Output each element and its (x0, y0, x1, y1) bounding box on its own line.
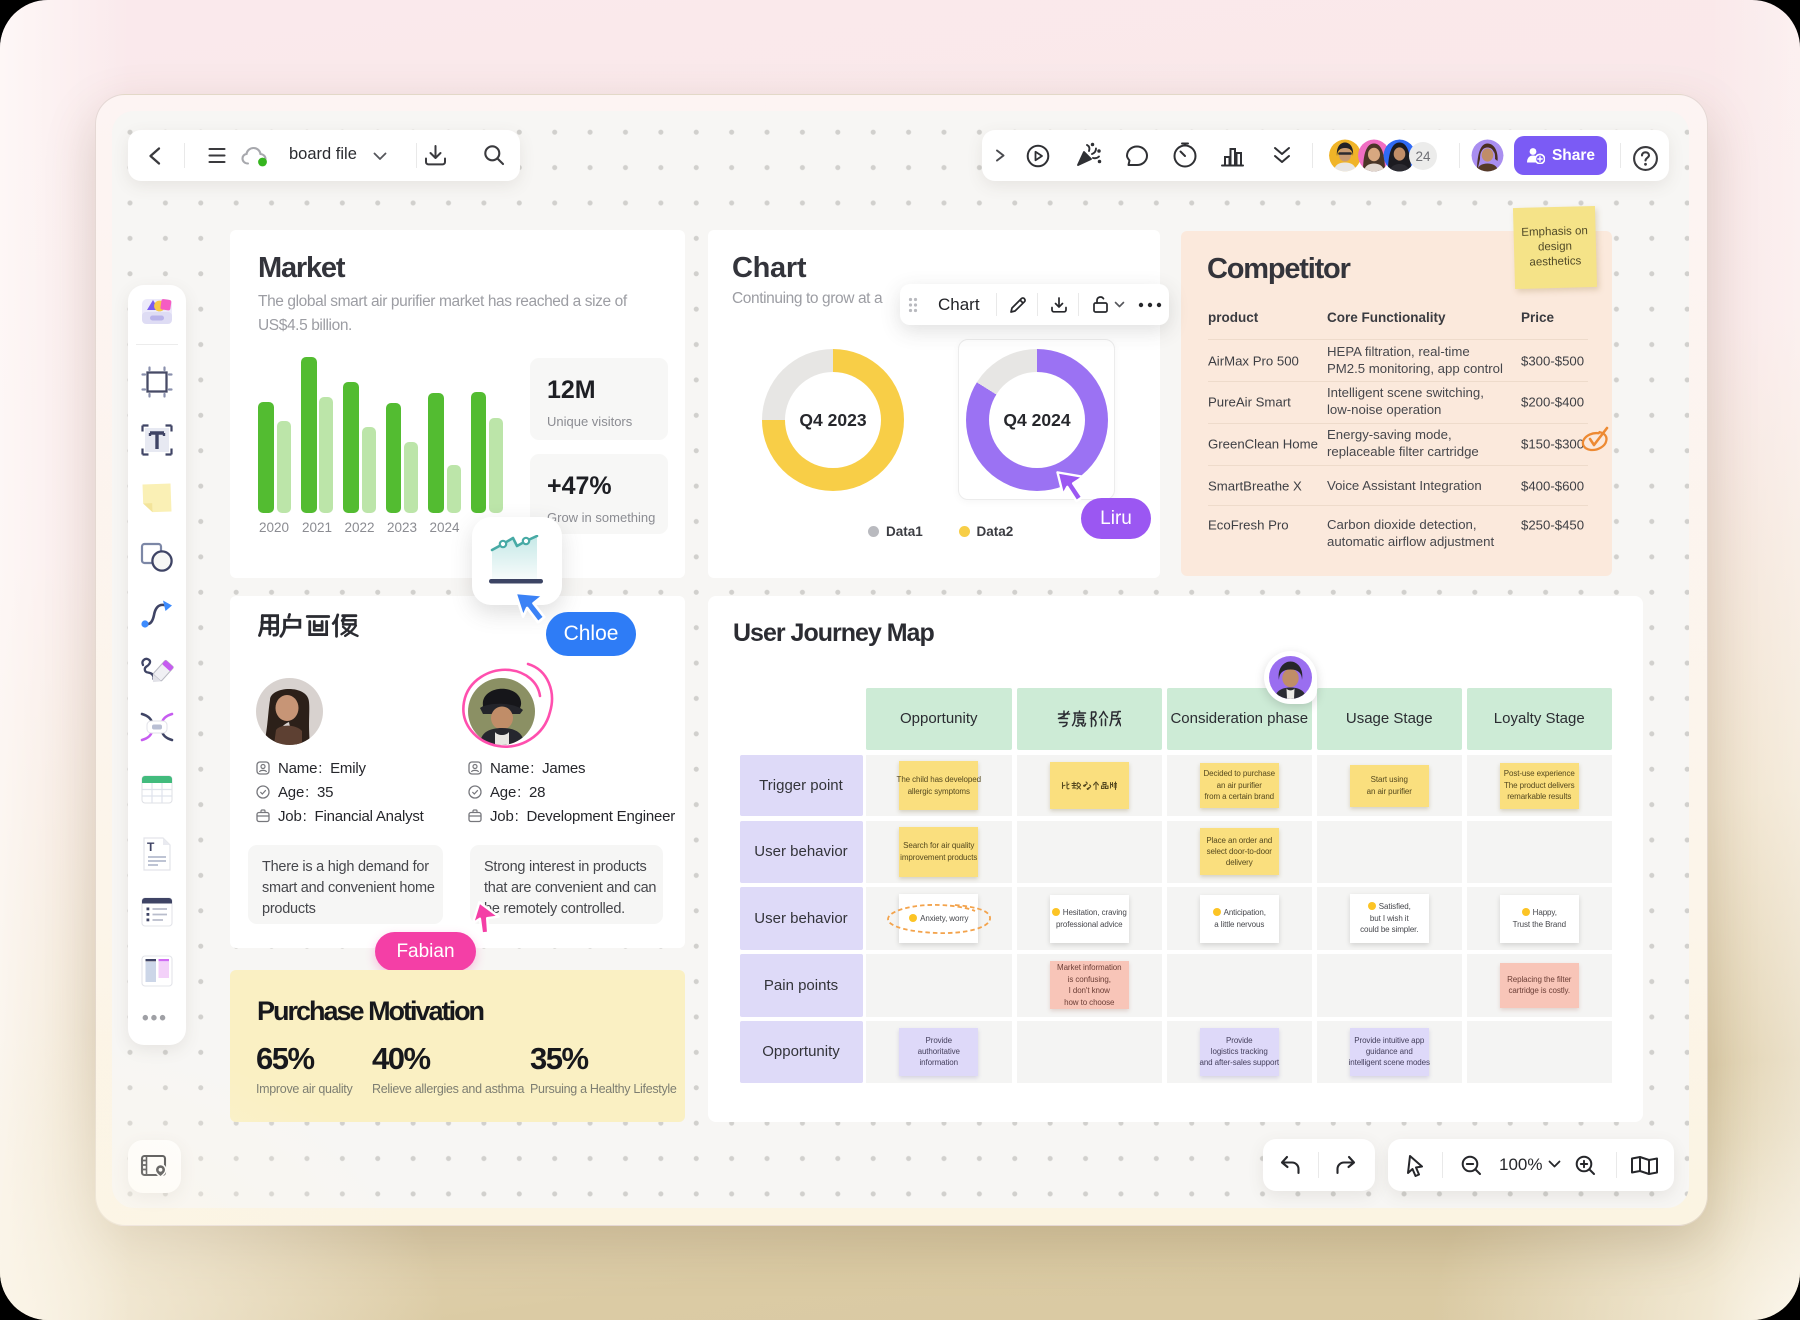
svg-text:24: 24 (1415, 149, 1431, 164)
svg-text:T: T (147, 840, 155, 854)
